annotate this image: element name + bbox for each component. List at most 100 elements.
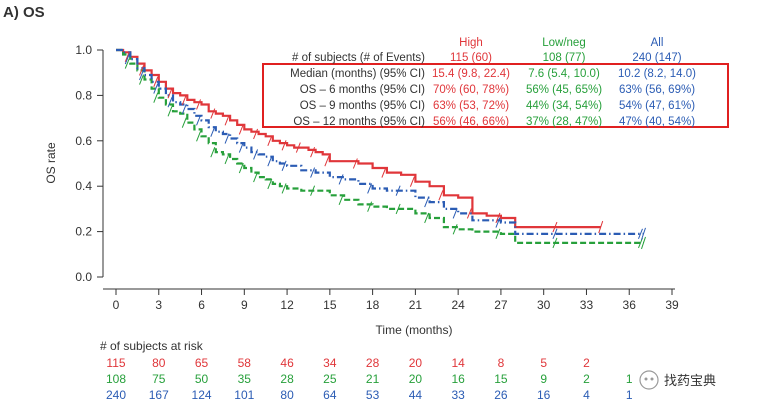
x-tick-label: 12 [280, 298, 294, 312]
summary-cell: 56% (45, 65%) [526, 84, 602, 96]
panel-title: A) OS [3, 4, 45, 21]
y-tick-label: 0.8 [75, 88, 92, 102]
x-tick-label: 24 [451, 298, 465, 312]
risk-cell: 8 [498, 356, 505, 370]
summary-cell: 56% (46, 66%) [433, 116, 509, 128]
censor-mark [495, 217, 501, 228]
risk-cell: 44 [409, 388, 423, 402]
summary-cell: 7.6 (5.4, 10.0) [528, 68, 600, 80]
x-tick-label: 39 [665, 298, 679, 312]
risk-cell: 33 [451, 388, 465, 402]
summary-cell: 63% (56, 69%) [619, 84, 695, 96]
risk-cell: 25 [323, 372, 337, 386]
summary-row-label: Median (months) (95% CI) [290, 68, 425, 80]
censor-mark [124, 58, 130, 69]
risk-cell: 80 [152, 356, 166, 370]
survival-curve-2 [116, 48, 644, 235]
y-axis-ticks: 0.0 0.2 0.4 0.6 0.8 1.0 [75, 43, 103, 284]
censor-mark [466, 208, 472, 219]
censor-mark [641, 227, 646, 241]
censor-mark [167, 97, 173, 108]
censor-mark [167, 87, 173, 99]
censor-mark [238, 124, 244, 135]
censor-mark [181, 94, 187, 106]
censor-mark [452, 208, 458, 219]
censor-mark [338, 194, 344, 206]
summary-cell: 115 (60) [450, 52, 492, 64]
summary-cell: 54% (47, 61%) [619, 100, 695, 112]
censor-mark [124, 53, 130, 65]
censor-mark [598, 220, 604, 234]
x-tick-label: 15 [323, 298, 337, 312]
censor-mark [367, 183, 373, 194]
risk-cell: 64 [323, 388, 337, 402]
censor-mark [196, 131, 202, 142]
plot-area: 0.00.20.40.60.81.0 0 3 6 9 12 15 18 21 24 27 30 33 3… [44, 43, 679, 337]
censor-mark [552, 221, 558, 233]
summary-row-label: OS – 9 months (95% CI) [300, 100, 425, 112]
summary-cell: 108 (77) [543, 52, 586, 64]
censor-mark [267, 156, 273, 167]
censor-mark [267, 178, 273, 190]
watermark-text: 找药宝典 [664, 374, 716, 389]
summary-header-all: All [651, 37, 664, 49]
risk-cell: 1 [626, 372, 633, 386]
survival-curve-0 [116, 48, 601, 229]
x-tick-label: 6 [198, 298, 205, 312]
censor-mark [395, 185, 401, 196]
summary-highlight-box [262, 63, 729, 128]
summary-row-label: OS – 6 months (95% CI) [300, 84, 425, 96]
censor-mark [153, 92, 159, 103]
censor-mark [181, 103, 187, 115]
risk-cell: 2 [583, 372, 590, 386]
censor-mark [224, 133, 230, 144]
censor-mark [281, 183, 287, 194]
censor-mark [124, 51, 130, 62]
risk-cell: 16 [537, 388, 551, 402]
x-tick-label: 33 [580, 298, 594, 312]
risk-cell: 34 [323, 356, 337, 370]
risk-cell: 240 [106, 388, 126, 402]
x-axis-ticks: 0 3 6 9 12 15 18 21 24 27 30 33 36 39 [113, 289, 679, 312]
x-tick-label: 18 [366, 298, 380, 312]
y-tick-label: 1.0 [75, 43, 92, 57]
censor-mark [153, 83, 159, 94]
risk-cell: 46 [280, 356, 294, 370]
summary-rows: # of subjects (# of Events) 115 (60) 108 (… [290, 52, 696, 128]
risk-cell: 50 [195, 372, 209, 386]
censor-mark [495, 228, 501, 240]
summary-cell: 47% (40, 54%) [619, 116, 695, 128]
x-tick-label: 27 [494, 298, 508, 312]
censor-mark [409, 176, 415, 187]
censor-mark [395, 203, 401, 215]
risk-cell: 4 [583, 388, 590, 402]
survival-curves [116, 48, 644, 244]
summary-table: High Low/neg All # of subjects (# of Eve… [262, 37, 729, 128]
watermark-logo-dot2-icon [650, 377, 654, 381]
censor-mark [224, 115, 230, 126]
censor-mark [267, 135, 273, 146]
risk-cell: 124 [192, 388, 212, 402]
risk-cell: 80 [280, 388, 294, 402]
risk-cell: 53 [366, 388, 380, 402]
risk-cell: 14 [451, 356, 465, 370]
risk-cell: 5 [540, 356, 547, 370]
y-tick-label: 0.2 [75, 225, 92, 239]
censor-mark [224, 153, 230, 165]
censor-mark [310, 185, 316, 196]
watermark: 找药宝典 [639, 370, 716, 390]
censor-mark [281, 160, 287, 171]
x-axis-label: Time (months) [376, 323, 453, 337]
watermark-logo-dot-icon [644, 377, 648, 381]
summary-row-label: # of subjects (# of Events) [292, 52, 425, 64]
censor-mark [281, 140, 287, 151]
censor-mark [196, 115, 202, 126]
censor-mark [238, 162, 244, 174]
risk-cell: 28 [366, 356, 380, 370]
survival-curve-1 [116, 48, 644, 244]
risk-cell: 1 [626, 388, 633, 402]
censor-mark [367, 201, 373, 212]
censor-mark [638, 228, 643, 240]
censor-mark [295, 142, 301, 153]
censor-mark [338, 174, 344, 185]
